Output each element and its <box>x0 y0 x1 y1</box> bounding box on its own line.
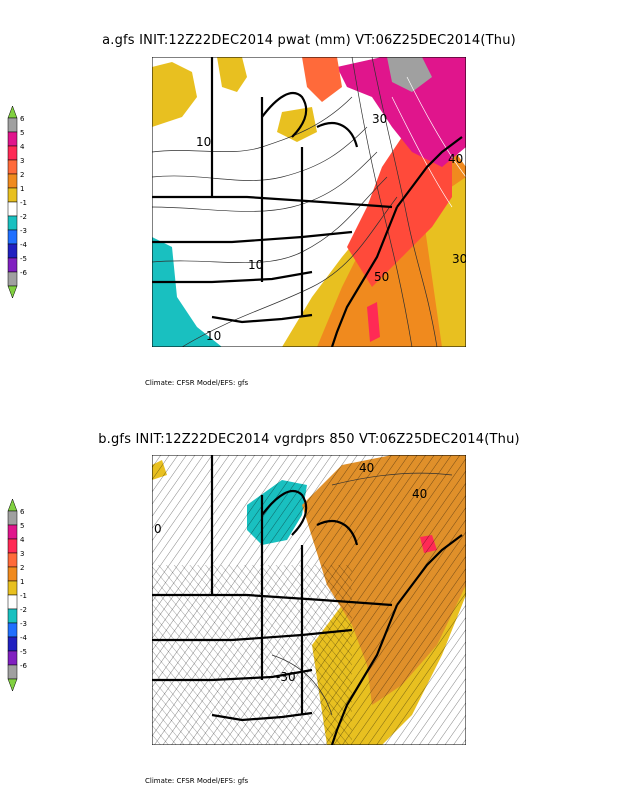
legend-swatch <box>7 243 18 259</box>
legend-level-label: -6 <box>20 662 28 670</box>
legend-level-label: 4 <box>20 143 25 151</box>
anomaly-shade-yellow-west <box>152 62 197 127</box>
legend-arrow-down <box>7 678 18 692</box>
legend-level-label: -2 <box>20 606 27 614</box>
legend-level-label: 2 <box>20 564 24 572</box>
legend-swatch <box>7 187 18 203</box>
contour-label: 50 <box>374 270 389 284</box>
contour-label: 10 <box>248 258 263 272</box>
legend-swatch <box>7 510 18 526</box>
legend-swatch <box>7 257 18 273</box>
legend-level-label: -5 <box>20 648 27 656</box>
anomaly-shade-yellow-lakes <box>277 107 317 142</box>
contour-label: 40 <box>412 487 427 501</box>
legend-arrow-up <box>7 498 18 512</box>
legend-swatch <box>7 566 18 582</box>
legend-level-label: -6 <box>20 269 28 277</box>
legend-level-label: 6 <box>20 508 25 516</box>
legend-swatch <box>7 538 18 554</box>
legend-swatch <box>7 117 18 133</box>
legend-swatch <box>7 524 18 540</box>
anomaly-shade-red-spot <box>367 302 380 342</box>
legend-level-label: -5 <box>20 255 27 263</box>
panel-b-colorbar: 6 5 4 3 2 1 -1 -2 -3 -4 -5 -6 <box>0 497 40 701</box>
anomaly-shade-orange-nw <box>217 57 247 92</box>
legend-swatch <box>7 594 18 610</box>
panel-a-map: 10 30 40 10 50 30 10 <box>152 57 466 347</box>
contour-label: 40 <box>448 152 463 166</box>
legend-level-label: -1 <box>20 592 27 600</box>
contour-label: 40 <box>359 461 374 475</box>
legend-swatch <box>7 271 18 287</box>
legend-swatch <box>7 159 18 175</box>
legend-swatch <box>7 131 18 147</box>
legend-swatch <box>7 229 18 245</box>
legend-arrow-up <box>7 105 18 119</box>
contour-label: 30 <box>452 252 466 266</box>
legend-level-label: -3 <box>20 620 27 628</box>
legend-level-label: -4 <box>20 241 28 249</box>
legend-level-label: -1 <box>20 199 27 207</box>
legend-level-label: -4 <box>20 634 28 642</box>
contour-label: -30 <box>276 670 296 684</box>
legend-swatch <box>7 636 18 652</box>
contour-label: 0 <box>154 522 162 536</box>
contour-label: 10 <box>206 329 221 343</box>
panel-b-credit: Climate: CFSR Model/EFS: gfs <box>145 777 249 785</box>
panel-a-colorbar: 6 5 4 3 2 1 -1 -2 -3 -4 -5 -6 <box>0 104 40 308</box>
panel-b-title: b.gfs INIT:12Z22DEC2014 vgrdprs 850 VT:0… <box>98 432 520 447</box>
legend-level-label: -3 <box>20 227 27 235</box>
panel-a-title: a.gfs INIT:12Z22DEC2014 pwat (mm) VT:06Z… <box>102 33 516 48</box>
anomaly-shade-magenta-ne <box>337 57 466 167</box>
legend-level-label: 4 <box>20 536 25 544</box>
legend-swatch <box>7 215 18 231</box>
anomaly-shade-cyan-sw <box>152 237 222 347</box>
anomaly-shade-gray-ne <box>387 57 432 92</box>
legend-level-label: 3 <box>20 550 24 558</box>
panel-b-map: 40 40 0 -30 <box>152 455 466 745</box>
legend-swatch <box>7 201 18 217</box>
contour-label: 10 <box>196 135 211 149</box>
legend-swatch <box>7 145 18 161</box>
legend-level-label: 2 <box>20 171 24 179</box>
anomaly-shade-orange-north <box>302 57 342 102</box>
legend-swatch <box>7 650 18 666</box>
legend-swatch <box>7 552 18 568</box>
legend-swatch <box>7 608 18 624</box>
panel-a-credit: Climate: CFSR Model/EFS: gfs <box>145 379 249 387</box>
legend-swatch <box>7 580 18 596</box>
legend-swatch <box>7 173 18 189</box>
legend-swatch <box>7 622 18 638</box>
legend-level-label: 5 <box>20 129 24 137</box>
legend-arrow-down <box>7 285 18 299</box>
contour-label: 30 <box>372 112 387 126</box>
legend-level-label: -2 <box>20 213 27 221</box>
legend-level-label: 5 <box>20 522 24 530</box>
legend-level-label: 3 <box>20 157 24 165</box>
legend-level-label: 1 <box>20 578 24 586</box>
legend-swatch <box>7 664 18 680</box>
legend-level-label: 1 <box>20 185 24 193</box>
legend-level-label: 6 <box>20 115 25 123</box>
